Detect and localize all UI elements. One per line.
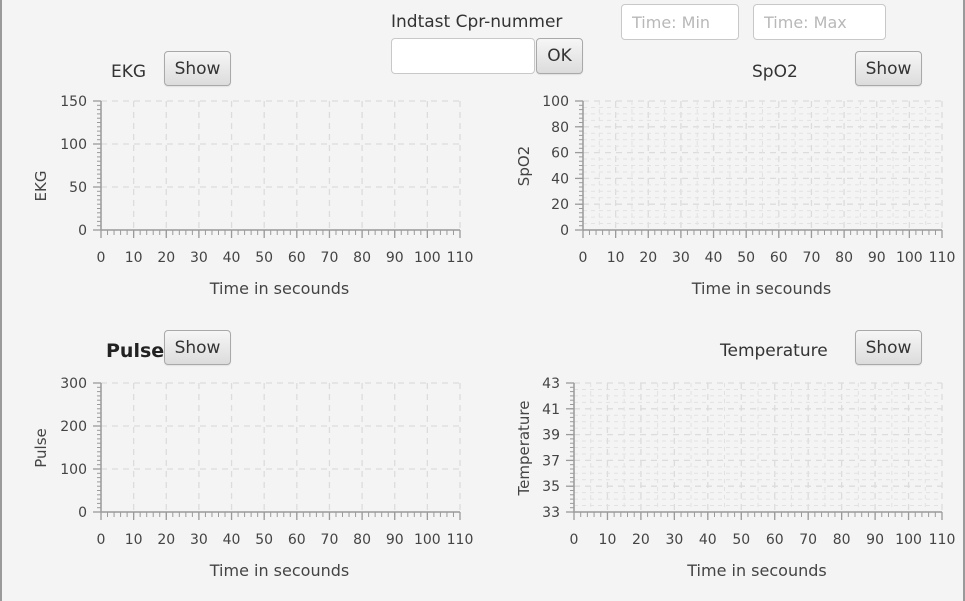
- pulse-plot-area: [101, 383, 460, 512]
- temperature-y-tick-label: 43: [542, 376, 560, 392]
- temperature-y-tick-label: 35: [542, 479, 560, 495]
- spo2-plot: 0 10 20 30 40 50 60 70 80 90 100 110 0 20 40 60 80 100 Tim…: [515, 94, 955, 298]
- ekg-x-tick-label: 60: [288, 250, 306, 266]
- ekg-x-tick-label: 100: [414, 250, 441, 266]
- time-min-input[interactable]: [621, 4, 739, 40]
- ekg-y-tick-label: 100: [60, 137, 87, 153]
- spo2-x-tick-label: 50: [737, 250, 755, 266]
- temperature-x-tick-label: 80: [833, 532, 851, 548]
- ekg-x-tick-label: 0: [97, 250, 106, 266]
- temperature-x-tick-label: 40: [699, 532, 717, 548]
- ekg-y-axis-label: EKG: [32, 171, 50, 202]
- ekg-x-tick-label: 80: [353, 250, 371, 266]
- window-left-border: [0, 0, 2, 601]
- ekg-x-tick-label: 70: [321, 250, 339, 266]
- spo2-x-tick-label: 0: [579, 250, 588, 266]
- ekg-x-tick-label: 90: [386, 250, 404, 266]
- pulse-x-axis-label: Time in secounds: [209, 561, 349, 580]
- temperature-x-tick-label: 10: [599, 532, 617, 548]
- spo2-x-tick-label: 100: [896, 250, 923, 266]
- pulse-x-tick-label: 90: [386, 532, 404, 548]
- temperature-x-tick-label: 90: [866, 532, 884, 548]
- ekg-show-button[interactable]: Show: [164, 51, 231, 86]
- pulse-x-tick-label: 30: [190, 532, 208, 548]
- ekg-y-tick-label: 0: [78, 223, 87, 239]
- spo2-x-tick-label: 60: [770, 250, 788, 266]
- pulse-y-tick-label: 100: [60, 462, 87, 478]
- temperature-show-button[interactable]: Show: [855, 330, 922, 365]
- temperature-plot: 0 10 20 30 40 50 60 70 80 90 100 110 33 35 37 39 41 43 Tim…: [515, 376, 955, 580]
- pulse-y-tick-label: 200: [60, 419, 87, 435]
- ekg-plot: 0 10 20 30 40 50 60 70 80 90 100 110 0 50 100 150 Time i…: [32, 94, 473, 298]
- temperature-y-tick-label: 37: [542, 453, 560, 469]
- temperature-y-tick-label: 41: [542, 402, 560, 418]
- temperature-x-tick-label: 110: [929, 532, 956, 548]
- cpr-input[interactable]: [391, 38, 535, 74]
- pulse-x-tick-label: 110: [447, 532, 474, 548]
- ekg-x-tick-label: 20: [157, 250, 175, 266]
- spo2-x-tick-label: 10: [607, 250, 625, 266]
- spo2-y-tick-label: 20: [551, 197, 569, 213]
- spo2-y-axis-label: SpO2: [515, 146, 533, 186]
- cpr-ok-button[interactable]: OK: [536, 38, 583, 74]
- pulse-x-tick-label: 60: [288, 532, 306, 548]
- pulse-x-tick-label: 80: [353, 532, 371, 548]
- temperature-x-tick-label: 60: [766, 532, 784, 548]
- window-right-border: [963, 0, 965, 601]
- pulse-x-tick-label: 0: [97, 532, 106, 548]
- spo2-x-tick-label: 80: [835, 250, 853, 266]
- pulse-y-tick-label: 300: [60, 376, 87, 392]
- temperature-title: Temperature: [720, 341, 828, 361]
- pulse-y-axis-label: Pulse: [32, 428, 50, 468]
- pulse-x-tick-label: 70: [321, 532, 339, 548]
- ekg-x-axis-label: Time in secounds: [209, 279, 349, 298]
- pulse-x-tick-label: 10: [125, 532, 143, 548]
- ekg-x-tick-label: 10: [125, 250, 143, 266]
- ekg-x-tick-label: 110: [447, 250, 474, 266]
- spo2-y-tick-label: 0: [560, 223, 569, 239]
- spo2-y-tick-label: 40: [551, 171, 569, 187]
- temperature-y-axis-label: Temperature: [515, 400, 533, 496]
- spo2-x-tick-label: 20: [639, 250, 657, 266]
- temperature-x-tick-label: 0: [570, 532, 579, 548]
- cpr-label: Indtast Cpr-nummer: [391, 12, 563, 32]
- spo2-x-tick-label: 110: [929, 250, 956, 266]
- ekg-y-tick-label: 150: [60, 94, 87, 110]
- ekg-plot-area: [101, 101, 460, 230]
- spo2-x-tick-label: 70: [803, 250, 821, 266]
- spo2-x-tick-label: 30: [672, 250, 690, 266]
- ekg-x-tick-label: 40: [223, 250, 241, 266]
- pulse-x-tick-label: 100: [414, 532, 441, 548]
- spo2-y-tick-label: 80: [551, 120, 569, 136]
- temperature-x-tick-label: 30: [665, 532, 683, 548]
- pulse-show-button[interactable]: Show: [164, 330, 231, 365]
- temperature-x-tick-label: 100: [895, 532, 922, 548]
- spo2-y-tick-label: 60: [551, 146, 569, 162]
- spo2-x-tick-label: 90: [868, 250, 886, 266]
- temperature-x-tick-label: 70: [799, 532, 817, 548]
- pulse-y-tick-label: 0: [78, 505, 87, 521]
- spo2-show-button[interactable]: Show: [855, 51, 922, 86]
- ekg-x-tick-label: 50: [255, 250, 273, 266]
- spo2-y-tick-label: 100: [542, 94, 569, 110]
- pulse-title: Pulse: [106, 340, 165, 362]
- ekg-x-tick-label: 30: [190, 250, 208, 266]
- temperature-x-tick-label: 50: [732, 532, 750, 548]
- time-max-input[interactable]: [753, 4, 886, 40]
- ekg-y-tick-label: 50: [69, 180, 87, 196]
- spo2-title: SpO2: [752, 62, 798, 82]
- pulse-plot: 0 10 20 30 40 50 60 70 80 90 100 110 0 100 200 300 Time …: [32, 376, 473, 580]
- ekg-title: EKG: [111, 62, 147, 82]
- temperature-x-tick-label: 20: [632, 532, 650, 548]
- pulse-x-tick-label: 50: [255, 532, 273, 548]
- temperature-y-tick-label: 33: [542, 505, 560, 521]
- pulse-x-tick-label: 40: [223, 532, 241, 548]
- pulse-x-tick-label: 20: [157, 532, 175, 548]
- spo2-x-tick-label: 40: [705, 250, 723, 266]
- spo2-x-axis-label: Time in secounds: [691, 279, 831, 298]
- temperature-x-axis-label: Time in secounds: [686, 561, 826, 580]
- temperature-y-tick-label: 39: [542, 428, 560, 444]
